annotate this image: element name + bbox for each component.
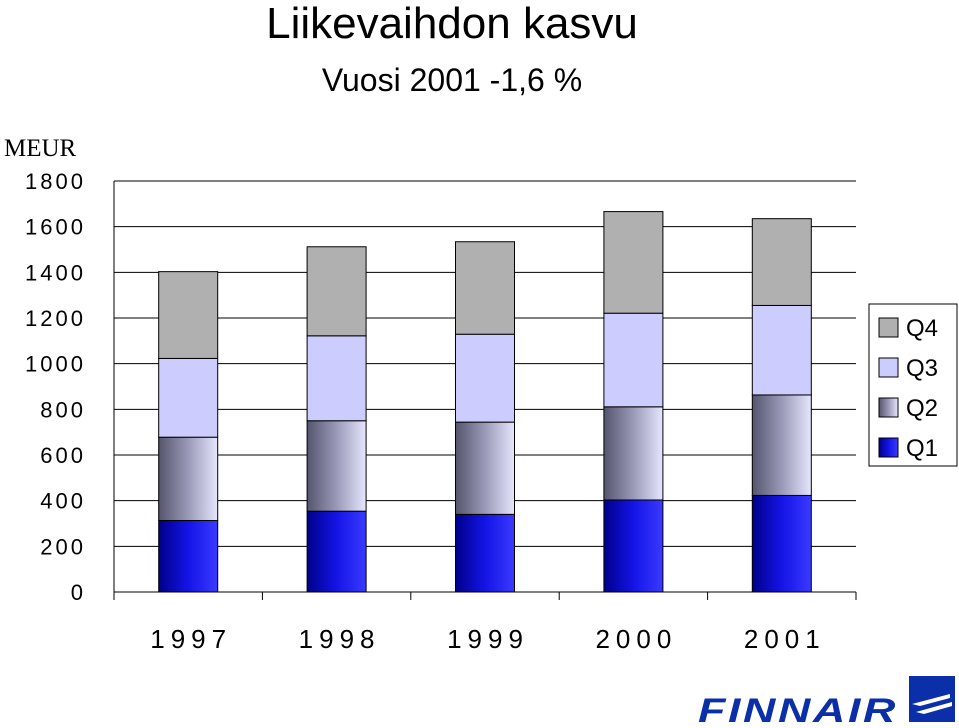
x-tick-label: 1999 [447,624,529,654]
y-axis-label: MEUR [4,135,77,162]
finnair-logo: FINNAIR [698,676,955,728]
bar-q1-2000 [603,499,664,593]
bar-q4-2001 [751,218,812,306]
bar-q2-1997 [158,436,219,522]
bar-q2-2000 [603,406,664,501]
y-tick-label: 600 [40,443,86,468]
y-tick-labels: 0 200 400 600 800 1000 1200 1400 1600 1800 [25,169,86,605]
y-tick-label: 800 [40,397,86,422]
x-tick-label: 1997 [150,624,232,654]
bar-q3-1999 [455,333,515,423]
bar-q4-1997 [158,271,219,359]
bar-q1-1998 [306,510,367,593]
y-tick-label: 1000 [25,352,86,377]
logo-wordmark: FINNAIR [698,692,898,728]
bar-q3-2001 [751,304,812,396]
y-tick-label: 1200 [25,306,86,331]
bar-q1-1999 [455,513,515,593]
logo-mark-swoosh [912,694,952,714]
y-tick-label: 0 [71,580,86,605]
legend-swatch-q4 [878,317,899,338]
x-tick-label: 1998 [299,624,381,654]
x-tick-labels: 1997 1998 1999 2000 2001 [150,624,826,654]
bar-q3-2000 [603,312,664,408]
y-tick-label: 1400 [25,260,86,285]
legend-label-q1: Q1 [906,435,938,462]
legend-swatch-q3 [878,357,899,378]
bar-q4-1998 [306,246,367,337]
axes [113,181,857,600]
bars [158,211,812,593]
bar-q1-2001 [751,494,812,593]
legend-label-q2: Q2 [906,395,938,422]
x-tick-label: 2001 [744,624,826,654]
bar-q2-1999 [455,421,515,515]
chart-title: Liikevaihdon kasvu [266,0,638,48]
y-tick-label: 400 [40,489,86,514]
legend-swatch-q2 [878,397,899,418]
bar-q3-1997 [158,357,219,438]
y-tick-label: 200 [40,534,86,559]
legend: Q4 Q3 Q2 Q1 [868,303,958,467]
y-tick-label: 1600 [25,215,86,240]
legend-swatch-q1 [878,437,899,458]
y-tick-label: 1800 [25,169,86,194]
chart-subtitle: Vuosi 2001 -1,6 % [322,62,582,98]
bar-q4-1999 [455,241,515,335]
bar-q2-1998 [306,420,367,512]
legend-label-q4: Q4 [906,315,938,342]
bar-q4-2000 [603,211,664,314]
bar-q2-2001 [751,394,812,496]
x-tick-label: 2000 [595,624,677,654]
bar-q1-1997 [158,520,219,593]
bar-q3-1998 [306,335,367,422]
legend-label-q3: Q3 [906,355,938,382]
